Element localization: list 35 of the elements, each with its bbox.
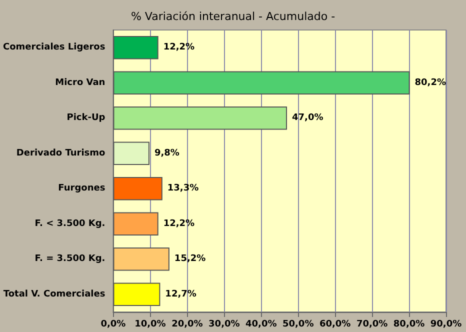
chart-title: % Variación interanual - Acumulado - [130,10,336,23]
x-tick-label: 70,0% [356,320,388,330]
bar [113,106,288,130]
data-label: 80,2% [414,78,446,88]
y-tick-label: Derivado Turismo [16,148,106,158]
y-tick-label: Furgones [58,184,106,194]
data-label: 12,2% [163,218,195,229]
x-tick-label: 20,0% [172,320,203,330]
y-tick-label: Total V. Comerciales [3,289,106,300]
x-tick-label: 60,0% [319,320,351,330]
bar [113,71,410,95]
x-tick-label: 80,0% [393,320,425,330]
bar [113,212,158,236]
x-tick-label: 0,0% [100,320,126,330]
bar [113,36,158,60]
y-tick-label: Comerciales Ligeros [2,42,106,53]
bar [113,282,160,306]
y-tick-label: Pick-Up [66,113,106,124]
data-label: 12,2% [163,42,195,53]
y-tick-label: F. = 3.500 Kg. [34,254,106,264]
y-tick-label: Micro Van [55,78,106,88]
data-label: 12,7% [165,289,196,300]
bar [113,176,162,200]
data-label: 13,3% [167,184,199,194]
data-label: 9,8% [154,148,180,158]
bar [113,142,150,166]
y-tick-label: F. < 3.500 Kg. [34,218,106,229]
bar [113,247,170,271]
x-tick-label: 40,0% [246,320,277,330]
data-label: 47,0% [292,113,324,124]
data-label: 15,2% [174,254,206,264]
x-tick-label: 50,0% [282,320,314,330]
x-tick-label: 10,0% [134,320,166,330]
x-tick-label: 30,0% [208,320,240,330]
x-tick-label: 90,0% [430,320,462,330]
